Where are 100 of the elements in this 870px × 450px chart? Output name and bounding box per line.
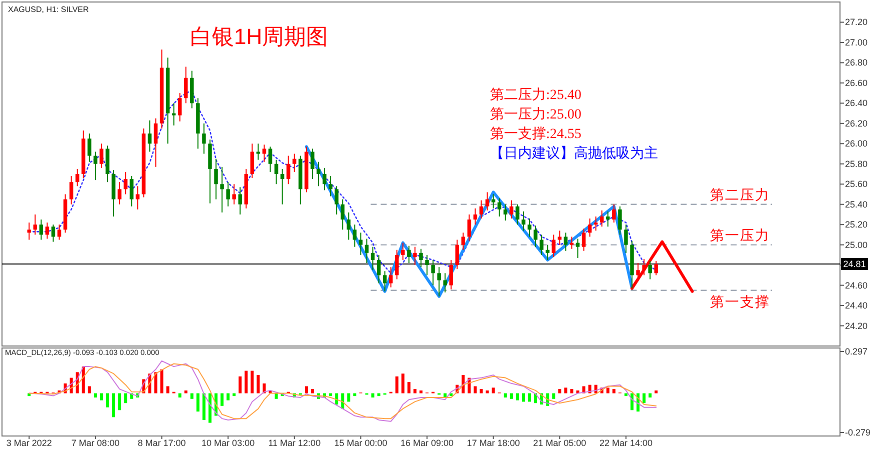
- ref-line-label: 24.81: [843, 259, 866, 270]
- y-tick-label: -0.279: [845, 427, 870, 438]
- bar: [94, 393, 97, 398]
- bar: [570, 389, 574, 394]
- candlestick: [600, 210, 604, 228]
- candlestick: [570, 236, 574, 250]
- y-tick-label: 27.00: [845, 37, 868, 48]
- bar: [208, 393, 212, 423]
- candlestick: [382, 270, 387, 292]
- bar: [486, 390, 489, 394]
- candlestick: [322, 167, 326, 191]
- bar: [654, 390, 658, 394]
- candlestick: [395, 249, 399, 280]
- ref-line-label: 第二压力: [710, 187, 770, 204]
- candlestick: [45, 222, 50, 240]
- bar: [474, 386, 477, 394]
- x-tick-label: 11 Mar 12:00: [268, 438, 321, 448]
- candlestick: [154, 118, 158, 168]
- candlestick: [39, 219, 44, 240]
- bar: [371, 393, 374, 398]
- bar: [202, 393, 206, 420]
- candlestick: [606, 210, 610, 228]
- candlestick: [370, 246, 375, 271]
- y-tick-label: 25.40: [845, 199, 868, 210]
- y-tick-label: 25.20: [845, 220, 868, 230]
- y-tick-label: 0.297: [845, 346, 868, 357]
- candlestick: [100, 143, 104, 168]
- bar: [166, 386, 170, 394]
- bar: [558, 389, 562, 394]
- candlestick: [274, 159, 278, 185]
- bar: [88, 386, 91, 394]
- bar: [462, 374, 465, 394]
- bar: [100, 393, 103, 400]
- bar: [407, 382, 410, 394]
- x-tick-label: 7 Mar 08:00: [71, 438, 120, 448]
- candlestick: [437, 266, 441, 297]
- annotation: 第一支撑:24.55: [490, 126, 582, 142]
- y-tick-label: 26.80: [845, 58, 868, 68]
- candlestick: [202, 122, 206, 154]
- candlestick: [473, 208, 478, 226]
- bar: [118, 393, 122, 410]
- y-tick-label: 27.20: [845, 17, 868, 28]
- candlestick: [636, 262, 640, 282]
- y-tick-label: 24.60: [845, 280, 868, 290]
- candlestick: [588, 218, 592, 238]
- candlestick: [238, 186, 242, 215]
- candlestick: [220, 166, 224, 213]
- candlestick: [425, 254, 429, 276]
- candlestick: [214, 158, 218, 200]
- candlestick: [118, 182, 122, 205]
- candlestick: [552, 234, 556, 258]
- bar: [310, 389, 314, 394]
- bar: [190, 393, 194, 399]
- candlestick: [498, 198, 502, 217]
- candlestick: [364, 238, 369, 264]
- candlestick: [310, 148, 314, 180]
- bar: [184, 390, 188, 394]
- y-tick-label: 26.60: [845, 78, 868, 88]
- bar: [504, 393, 507, 398]
- candlestick: [654, 260, 658, 276]
- ref-line-label: 第一支撑: [710, 294, 770, 310]
- candlestick: [594, 216, 598, 232]
- candlestick: [510, 200, 514, 220]
- bar: [419, 390, 423, 394]
- candlestick: [316, 161, 320, 187]
- candlestick: [558, 230, 562, 246]
- bar: [642, 393, 646, 404]
- text: 白银1H周期图: [190, 24, 328, 49]
- candlestick: [262, 144, 266, 162]
- candlestick: [522, 210, 526, 232]
- candlestick: [413, 246, 417, 266]
- candlestick: [407, 245, 411, 264]
- candlestick: [612, 204, 616, 224]
- bar: [510, 393, 513, 399]
- candlestick: [88, 133, 92, 162]
- candlestick: [148, 120, 152, 152]
- candlestick: [376, 254, 381, 284]
- candlestick: [449, 260, 454, 290]
- bar: [226, 393, 230, 400]
- bar: [606, 388, 610, 394]
- bar: [648, 393, 652, 398]
- candlestick: [467, 214, 472, 242]
- candlestick: [401, 242, 405, 260]
- bar: [196, 393, 200, 412]
- candlestick: [352, 224, 357, 248]
- chart-subtitle: XAGUSD, H1: SILVER: [8, 5, 89, 14]
- bar: [528, 393, 532, 402]
- candlestick: [504, 204, 508, 222]
- candlestick: [69, 176, 74, 205]
- annotation: 【日内建议】高抛低吸为主: [490, 146, 658, 162]
- y-tick-label: 24.20: [845, 320, 868, 331]
- candlestick: [455, 239, 460, 270]
- candlestick: [443, 272, 447, 293]
- bar: [564, 388, 568, 394]
- candlestick: [226, 182, 230, 207]
- candlestick: [564, 232, 568, 252]
- candlestick: [540, 234, 544, 256]
- candlestick: [27, 222, 31, 240]
- candlestick: [528, 218, 532, 238]
- bar: [480, 389, 483, 394]
